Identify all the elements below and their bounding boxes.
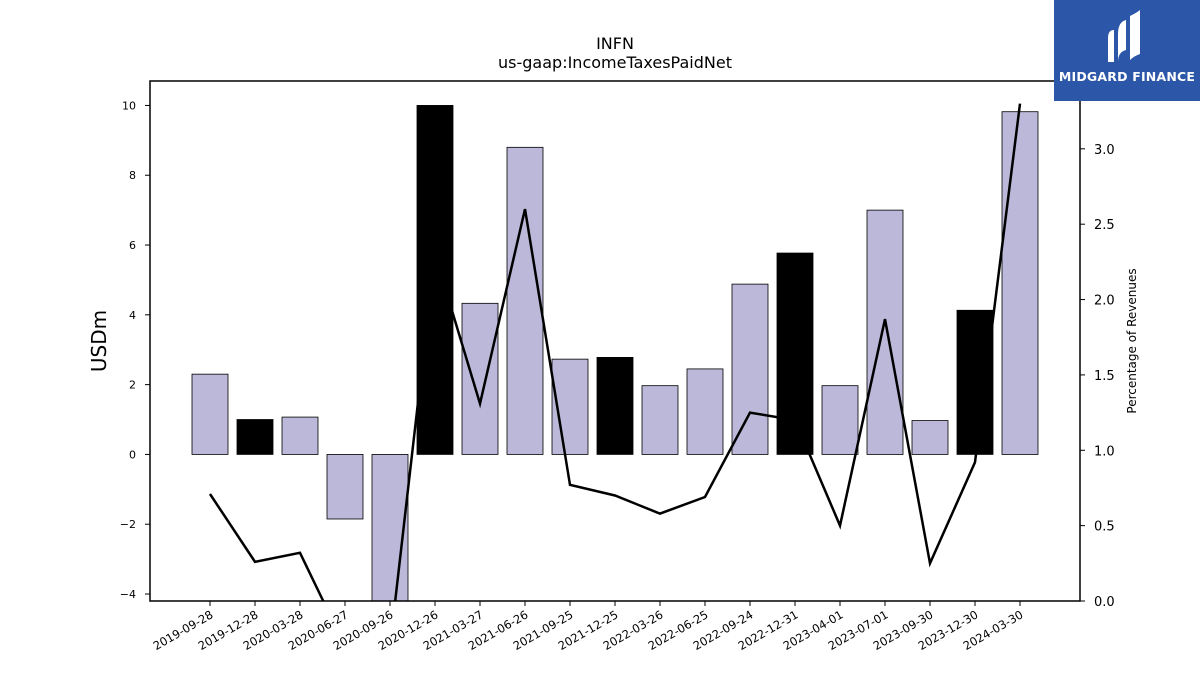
- bar: [236, 419, 274, 455]
- y-tick-label: 10: [122, 99, 136, 112]
- plot-area: [191, 103, 1039, 601]
- bar: [506, 146, 544, 455]
- y-tick-label: 4: [129, 309, 136, 322]
- bar: [821, 385, 859, 455]
- y-tick-label: 8: [129, 169, 136, 182]
- bar: [416, 105, 454, 455]
- y-axis-label: USDm: [87, 310, 111, 372]
- y2-tick-label: 3.0: [1094, 143, 1115, 158]
- series-line: [208, 103, 1022, 601]
- y-tick-label: 2: [129, 379, 136, 392]
- bar: [461, 302, 499, 455]
- y-tick-label: 0: [129, 448, 136, 461]
- bar: [731, 283, 769, 455]
- y2-tick-label: 1.5: [1094, 369, 1115, 384]
- y2-tick-label: 0.5: [1094, 520, 1115, 535]
- y2-tick-label: 2.5: [1094, 218, 1115, 233]
- bar: [641, 385, 679, 455]
- bar: [686, 368, 724, 455]
- logo-text: MIDGARD FINANCE: [1058, 69, 1196, 84]
- y2-axis-label: Percentage of Revenues: [1125, 268, 1139, 413]
- y-tick-label: 6: [129, 239, 136, 252]
- bar: [956, 309, 994, 455]
- bar: [596, 357, 634, 455]
- y-tick-label: −2: [120, 518, 136, 531]
- y2-tick-label: 0.0: [1094, 595, 1115, 610]
- plot-frame: [149, 80, 1081, 602]
- y2-tick-label: 1.0: [1094, 444, 1115, 459]
- bar: [371, 454, 409, 601]
- y-tick-label: −4: [120, 588, 136, 601]
- midgard-logo-icon: [1108, 10, 1140, 62]
- bar: [281, 416, 319, 455]
- midgard-finance-logo: MIDGARD FINANCE: [1054, 0, 1200, 101]
- bar: [1001, 111, 1039, 455]
- bar: [911, 420, 949, 455]
- bar: [326, 454, 364, 520]
- y2-tick-label: 2.0: [1094, 294, 1115, 309]
- bar: [191, 373, 229, 455]
- bar: [776, 252, 814, 455]
- chart-subtitle: us-gaap:IncomeTaxesPaidNet: [498, 53, 732, 72]
- bar: [866, 209, 904, 455]
- chart-title: INFN: [596, 34, 634, 53]
